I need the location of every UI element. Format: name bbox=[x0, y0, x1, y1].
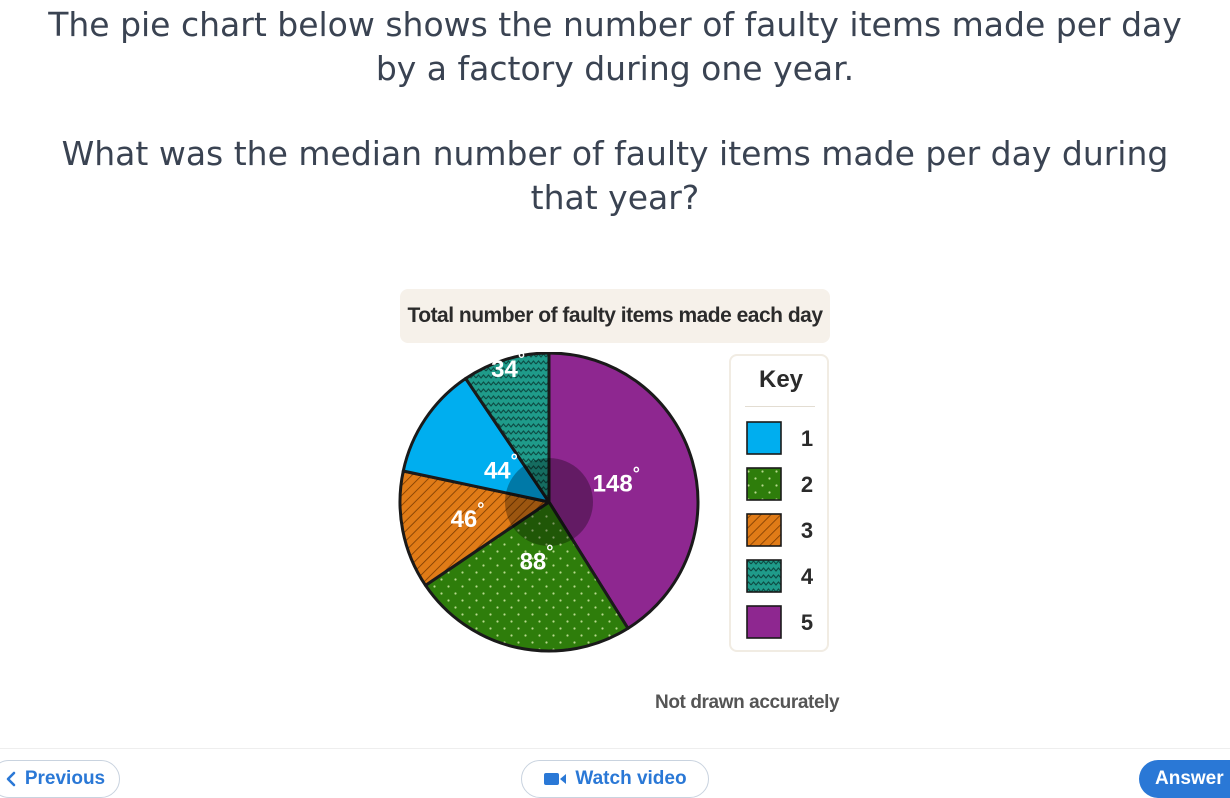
watch-video-label: Watch video bbox=[575, 768, 687, 789]
legend-label-5: 5 bbox=[801, 610, 813, 635]
chart-note: Not drawn accurately bbox=[655, 692, 840, 713]
chart-title-box: Total number of faulty items made each d… bbox=[400, 289, 830, 343]
legend-swatch-3 bbox=[746, 513, 782, 547]
pie-chart: 148°88°46°44°34° bbox=[398, 352, 700, 653]
pie-slice-4 bbox=[464, 352, 551, 504]
legend-entries: 1 2 3 4 5 bbox=[746, 421, 814, 639]
answer-button-label: Answer bbox=[1155, 768, 1224, 789]
legend-label-1: 1 bbox=[801, 426, 813, 451]
legend-label-3: 3 bbox=[801, 518, 813, 543]
question-intro-line-1: The pie chart below shows the number of … bbox=[48, 5, 1182, 44]
chart-title: Total number of faulty items made each d… bbox=[407, 304, 823, 327]
pie-slice-label-4: 34° bbox=[491, 352, 525, 383]
legend-swatch-2 bbox=[746, 467, 782, 501]
legend-divider bbox=[745, 406, 815, 407]
question-ask-line-1: What was the median number of faulty ite… bbox=[61, 134, 1169, 173]
pie-center-shadow bbox=[505, 458, 593, 546]
legend-swatch-1 bbox=[746, 421, 782, 455]
answer-button[interactable]: Answer bbox=[1139, 760, 1230, 798]
question-ask-line-2: that year? bbox=[530, 178, 700, 217]
video-camera-icon bbox=[544, 773, 567, 785]
legend-label-2: 2 bbox=[801, 472, 813, 497]
pie-slice-2 bbox=[423, 500, 630, 653]
legend-swatch-4 bbox=[746, 559, 782, 593]
watch-video-button[interactable]: Watch video bbox=[521, 760, 709, 798]
chevron-left-icon bbox=[6, 771, 16, 787]
question-ask: What was the median number of faulty ite… bbox=[0, 132, 1230, 220]
question-intro-line-2: by a factory during one year. bbox=[375, 49, 855, 88]
legend-box: Key 1 2 3 4 5 bbox=[729, 354, 829, 652]
previous-button[interactable]: Previous bbox=[0, 760, 120, 798]
legend-swatch-5 bbox=[746, 605, 782, 639]
footer-divider bbox=[0, 748, 1230, 749]
pie-slice-1 bbox=[401, 376, 551, 504]
legend-label-4: 4 bbox=[801, 564, 814, 589]
legend-title: Key bbox=[758, 366, 804, 393]
previous-button-label: Previous bbox=[24, 768, 106, 789]
pie-slice-3 bbox=[398, 469, 551, 587]
question-intro: The pie chart below shows the number of … bbox=[0, 3, 1230, 91]
